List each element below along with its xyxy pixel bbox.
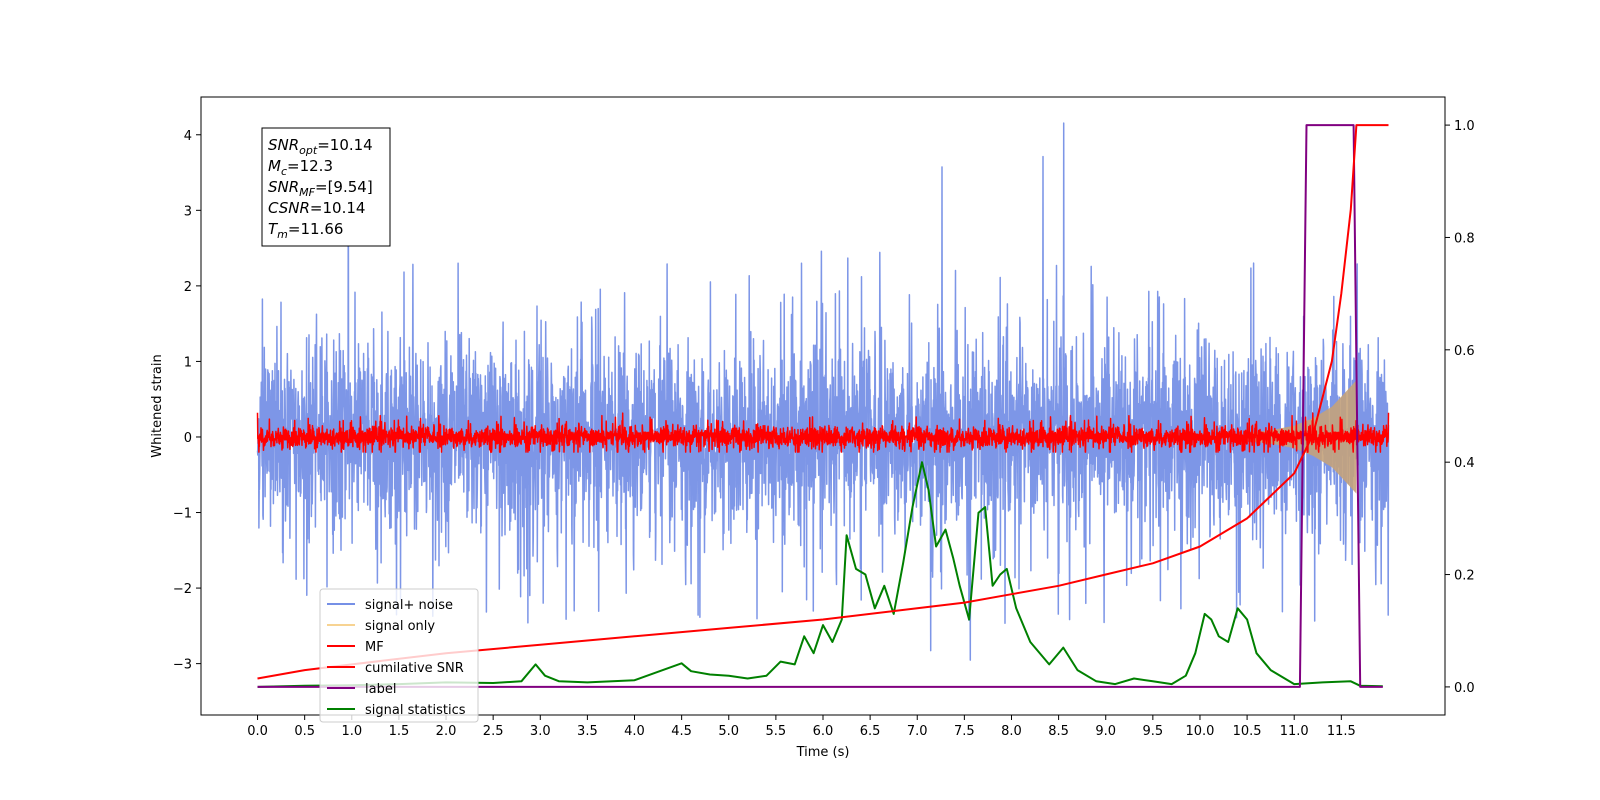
legend-label: MF bbox=[365, 640, 384, 655]
y2-tick-label: 0.4 bbox=[1454, 456, 1475, 471]
annotation-symbol: M bbox=[268, 157, 281, 175]
y-axis-right: 0.0 0.2 0.4 0.6 0.8 1.0 bbox=[1445, 119, 1475, 696]
y2-tick-label: 0.2 bbox=[1454, 569, 1475, 584]
x-tick-label: 1.0 bbox=[341, 724, 362, 739]
x-tick-label: 9.0 bbox=[1095, 724, 1116, 739]
annotation-subscript: MF bbox=[299, 186, 315, 199]
annotation-frame bbox=[261, 127, 391, 247]
annotation-symbol: CSNR bbox=[268, 199, 310, 217]
y2-tick-label: 0.0 bbox=[1454, 681, 1475, 696]
y-tick-label: 0 bbox=[184, 431, 192, 446]
legend: signal+ noise signal only MF cumilative SNR… bbox=[319, 588, 479, 723]
legend-label: cumilative SNR bbox=[365, 661, 464, 676]
annotation-line: Tm=11.66 bbox=[268, 220, 343, 241]
annotation-subscript: c bbox=[281, 165, 287, 178]
x-tick-label: 0.0 bbox=[247, 724, 268, 739]
legend-item: MF bbox=[327, 640, 384, 655]
annotation-value: =10.14 bbox=[310, 199, 366, 217]
series-cumilative-snr bbox=[257, 124, 1389, 680]
legend-item: signal+ noise bbox=[327, 598, 453, 613]
x-tick-label: 10.0 bbox=[1185, 724, 1214, 739]
x-tick-label: 4.0 bbox=[624, 724, 645, 739]
series-label bbox=[257, 124, 1383, 688]
x-tick-label: 11.5 bbox=[1327, 724, 1356, 739]
y2-tick-label: 0.8 bbox=[1454, 231, 1475, 246]
annotation-line: SNRMF=[9.54] bbox=[268, 178, 373, 199]
x-tick-label: 8.0 bbox=[1001, 724, 1022, 739]
series-signal-noise bbox=[256, 122, 1390, 661]
annotation-box: SNRopt=10.14Mc=12.3SNRMF=[9.54]CSNR=10.1… bbox=[261, 127, 391, 247]
x-tick-label: 2.5 bbox=[483, 724, 504, 739]
legend-label: signal only bbox=[365, 619, 435, 634]
x-tick-label: 4.5 bbox=[671, 724, 692, 739]
legend-item: signal only bbox=[327, 619, 435, 634]
annotation-line: SNRopt=10.14 bbox=[268, 136, 373, 157]
y-tick-label: 4 bbox=[184, 129, 192, 144]
y-axis-label: Whitened strain bbox=[150, 354, 165, 457]
x-tick-label: 1.5 bbox=[389, 724, 410, 739]
legend-label: signal+ noise bbox=[365, 598, 453, 613]
annotation-line: CSNR=10.14 bbox=[268, 199, 365, 217]
legend-label: label bbox=[365, 682, 396, 697]
y-tick-label: 1 bbox=[184, 355, 192, 370]
legend-frame bbox=[319, 588, 479, 723]
annotation-value: =11.66 bbox=[288, 220, 344, 238]
y-tick-label: −1 bbox=[173, 507, 192, 522]
x-tick-label: 7.0 bbox=[907, 724, 928, 739]
x-tick-label: 2.0 bbox=[436, 724, 457, 739]
annotation-line: Mc=12.3 bbox=[268, 157, 333, 178]
x-tick-label: 8.5 bbox=[1048, 724, 1069, 739]
plot-area bbox=[256, 122, 1390, 688]
annotation-subscript: m bbox=[277, 228, 288, 241]
x-tick-label: 11.0 bbox=[1280, 724, 1309, 739]
annotation-subscript: opt bbox=[299, 144, 318, 157]
annotation-value: =12.3 bbox=[287, 157, 333, 175]
y-tick-label: 3 bbox=[184, 204, 192, 219]
x-tick-label: 10.5 bbox=[1233, 724, 1262, 739]
y-tick-label: −2 bbox=[173, 582, 192, 597]
x-tick-label: 9.5 bbox=[1143, 724, 1164, 739]
x-tick-label: 3.0 bbox=[530, 724, 551, 739]
annotation-symbol: SNR bbox=[268, 136, 299, 154]
series-signal-statistics bbox=[257, 461, 1383, 688]
x-axis-label: Time (s) bbox=[796, 745, 850, 760]
series-mf bbox=[256, 412, 1390, 453]
legend-item: signal statistics bbox=[327, 703, 466, 718]
x-tick-label: 7.5 bbox=[954, 724, 975, 739]
x-tick-label: 0.5 bbox=[294, 724, 315, 739]
x-tick-label: 6.5 bbox=[860, 724, 881, 739]
x-tick-label: 5.5 bbox=[766, 724, 787, 739]
legend-item: label bbox=[327, 682, 396, 697]
y-tick-label: −3 bbox=[173, 658, 192, 673]
x-tick-label: 6.0 bbox=[813, 724, 834, 739]
annotation-value: =[9.54] bbox=[315, 178, 373, 196]
y-axis-left: −3 −2 −1 0 1 2 3 4 bbox=[173, 129, 201, 673]
annotation-symbol: T bbox=[268, 220, 279, 238]
legend-label: signal statistics bbox=[365, 703, 466, 718]
annotation-value: =10.14 bbox=[317, 136, 373, 154]
legend-item: cumilative SNR bbox=[327, 661, 464, 676]
x-tick-label: 5.0 bbox=[718, 724, 739, 739]
y2-tick-label: 0.6 bbox=[1454, 344, 1475, 359]
x-axis: 0.0 0.5 1.0 1.5 2.0 2.5 3.0 3.5 4.0 4.5 5.0 5.5 6.0 6… bbox=[247, 715, 1356, 739]
x-tick-label: 3.5 bbox=[577, 724, 598, 739]
annotation-symbol: SNR bbox=[268, 178, 299, 196]
y-tick-label: 2 bbox=[184, 280, 192, 295]
y2-tick-label: 1.0 bbox=[1454, 119, 1475, 134]
